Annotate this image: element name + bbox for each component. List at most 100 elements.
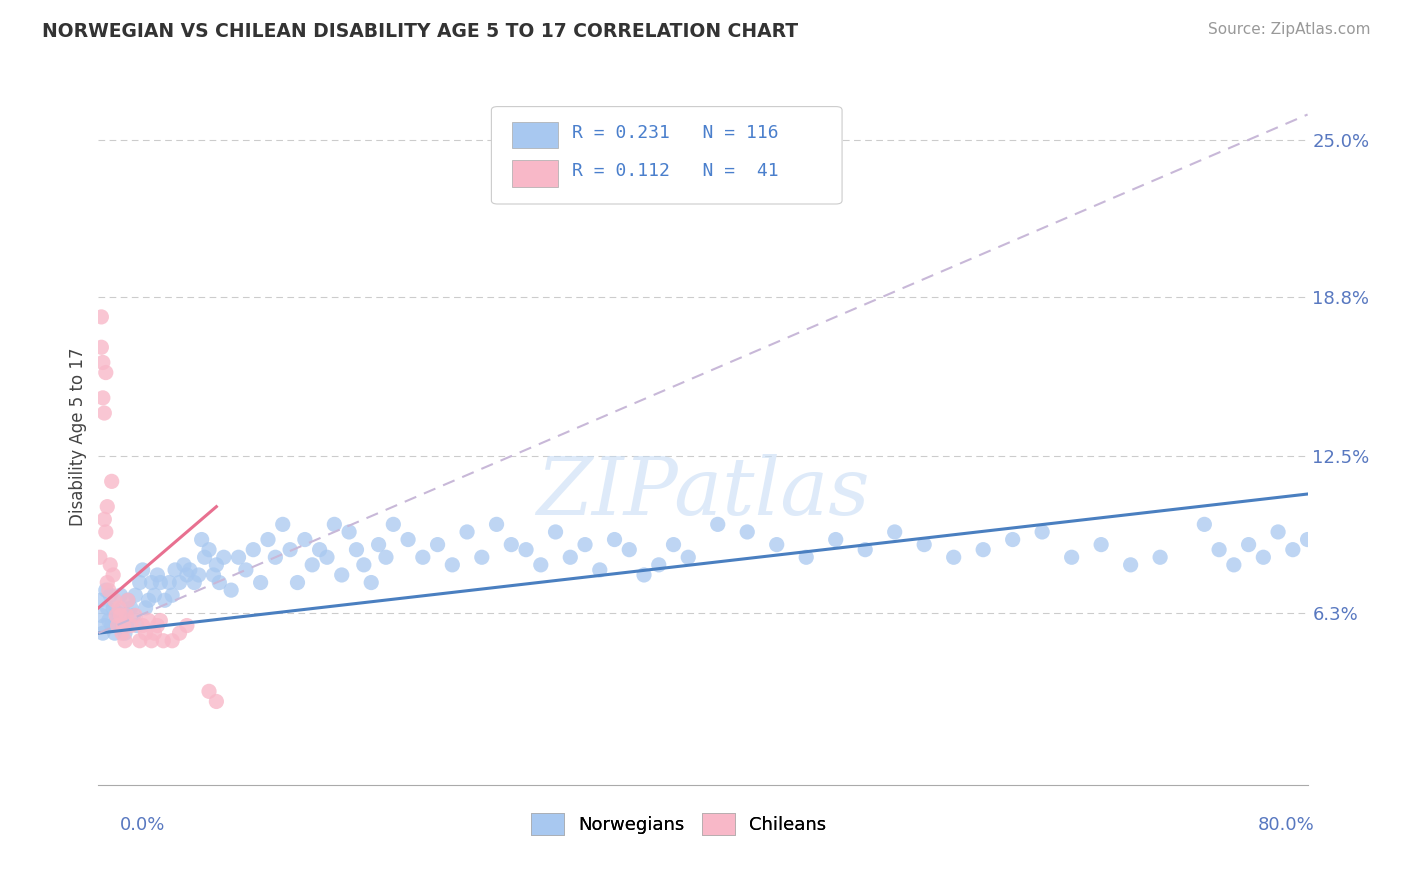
Point [135,626,157,640]
Point [942,550,965,565]
Point [173,558,195,572]
Point [471,550,494,565]
Point [824,533,846,547]
Point [287,575,309,590]
Point [441,558,464,572]
Point [353,558,375,572]
Point [619,542,641,557]
Point [101,600,124,615]
Point [574,538,596,552]
Point [98,588,121,602]
Point [242,542,264,557]
Text: R = 0.112   N =  41: R = 0.112 N = 41 [572,162,779,180]
Point [176,618,198,632]
Point [560,550,582,565]
Point [153,593,176,607]
Point [501,538,523,552]
Point [93,618,115,632]
Point [1237,538,1260,552]
Point [1253,550,1275,565]
Point [124,608,146,623]
Point [149,575,172,590]
Point [90,608,112,623]
Point [194,550,217,565]
Point [97,614,120,628]
Point [111,600,134,615]
Point [135,600,157,615]
Point [131,563,153,577]
Point [603,533,626,547]
Point [1031,524,1053,539]
Point [972,542,994,557]
Point [114,633,136,648]
Point [160,588,183,602]
Text: ZIPatlas: ZIPatlas [536,454,870,532]
Point [183,575,205,590]
Point [1090,538,1112,552]
Point [160,633,183,648]
Point [294,533,316,547]
Point [94,524,117,539]
Point [412,550,434,565]
Point [367,538,389,552]
Point [205,694,228,708]
Point [169,626,191,640]
Point [117,593,139,607]
Point [235,563,257,577]
Point [853,542,876,557]
Point [219,583,242,598]
Point [128,575,150,590]
Point [337,524,360,539]
Point [111,626,134,640]
Point [396,533,419,547]
Point [89,593,111,607]
Point [301,558,323,572]
Point [1060,550,1083,565]
Point [190,533,212,547]
Point [316,550,339,565]
Point [544,524,567,539]
Point [157,575,180,590]
Point [633,568,655,582]
Point [202,568,225,582]
Point [90,340,112,354]
Point [112,618,135,632]
Point [105,614,128,628]
Point [98,558,121,572]
Point [765,538,787,552]
Point [93,406,115,420]
Point [124,588,146,602]
Point [228,550,250,565]
Point [1208,542,1230,557]
Point [96,500,118,514]
Point [323,517,346,532]
Point [1149,550,1171,565]
Point [152,633,174,648]
Point [360,575,382,590]
Point [100,475,122,489]
Point [120,618,142,632]
Point [125,618,148,632]
Point [648,558,671,572]
Point [264,550,287,565]
Point [114,626,136,640]
Point [96,600,118,615]
Point [141,633,163,648]
Point [143,588,166,602]
Point [138,593,160,607]
Point [165,563,187,577]
Point [187,568,209,582]
Point [143,626,166,640]
Point [530,558,553,572]
Text: 80.0%: 80.0% [1258,816,1315,834]
Point [735,524,758,539]
Point [104,626,127,640]
Point [115,608,138,623]
Point [96,575,118,590]
Point [1282,542,1305,557]
Point [131,618,153,632]
Point [485,517,508,532]
Point [110,588,132,602]
Point [426,538,449,552]
Y-axis label: Disability Age 5 to 17: Disability Age 5 to 17 [69,348,87,526]
